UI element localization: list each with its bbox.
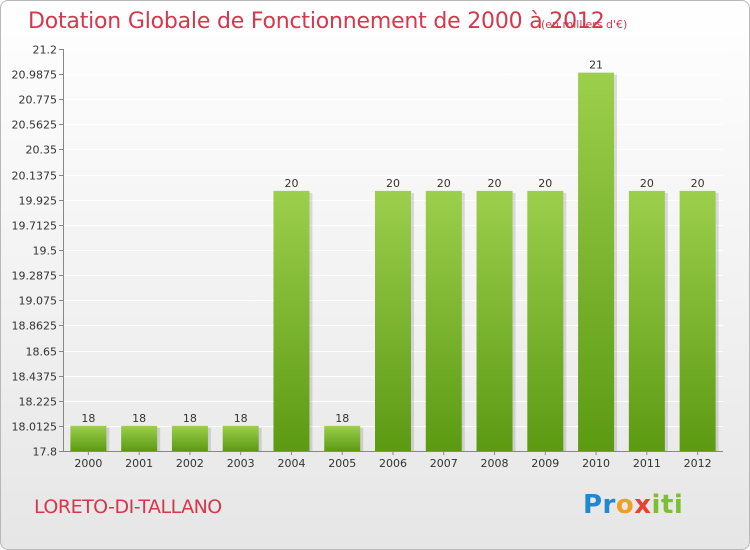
- x-tick-label: 2010: [582, 457, 610, 470]
- bar-2012: [679, 190, 716, 451]
- bar-2004: [273, 190, 310, 451]
- chart-title: Dotation Globale de Fonctionnement de 20…: [28, 9, 605, 34]
- y-tick-label: 19.925: [19, 195, 58, 208]
- bar-2001: [121, 425, 158, 451]
- x-tick-label: 2002: [176, 457, 204, 470]
- bar-value-label: 20: [386, 177, 400, 190]
- bar-2002: [171, 425, 208, 451]
- bar-value-label: 20: [691, 177, 705, 190]
- labels: 18 18 18 18 20 18 20 20 20 20 21 20 20: [81, 59, 704, 425]
- y-tick-label: 19.7125: [12, 220, 58, 233]
- x-tick-label: 2000: [74, 457, 102, 470]
- bar-value-label: 18: [132, 412, 146, 425]
- axes: 17.8 18.0125 18.225 18.4375 18.65 18.8625 19.0…: [12, 44, 723, 470]
- y-tick-label: 19.2875: [12, 270, 58, 283]
- bar-value-label: 18: [81, 412, 95, 425]
- bar-2003: [222, 425, 259, 451]
- x-tick-label: 2004: [277, 457, 305, 470]
- y-tick-label: 20.775: [19, 94, 58, 107]
- bar-2010: [578, 72, 615, 451]
- bar-2000: [70, 425, 107, 451]
- y-tick-label: 18.0125: [12, 421, 58, 434]
- bar-value-label: 18: [335, 412, 349, 425]
- y-tick-label: 20.9875: [12, 69, 58, 82]
- proxiti-logo: Proxiti: [583, 490, 684, 520]
- bars: [70, 72, 719, 451]
- x-tick-label: 2009: [531, 457, 559, 470]
- bar-2005: [324, 425, 361, 451]
- bar-value-label: 18: [183, 412, 197, 425]
- bar-value-label: 18: [234, 412, 248, 425]
- x-tick-label: 2012: [684, 457, 712, 470]
- y-tick-label: 20.35: [26, 144, 58, 157]
- y-tick-label: 20.5625: [12, 119, 58, 132]
- y-tick-label: 17.8: [33, 446, 58, 459]
- commune-name: LORETO-DI-TALLANO: [34, 496, 222, 518]
- bar-value-label: 20: [284, 177, 298, 190]
- x-tick-label: 2007: [430, 457, 458, 470]
- bar-value-label: 20: [538, 177, 552, 190]
- bar-value-label: 20: [488, 177, 502, 190]
- x-tick-label: 2003: [227, 457, 255, 470]
- x-tick-label: 2005: [328, 457, 356, 470]
- bar-2007: [425, 190, 462, 451]
- chart-subtitle: (en milliers d'€): [541, 18, 628, 31]
- bar-2008: [476, 190, 513, 451]
- y-tick-label: 18.8625: [12, 320, 58, 333]
- bar-2011: [628, 190, 665, 451]
- y-tick-label: 18.225: [19, 396, 58, 409]
- bar-value-label: 20: [640, 177, 654, 190]
- x-tick-label: 2008: [481, 457, 509, 470]
- bar-2009: [527, 190, 564, 451]
- x-tick-label: 2011: [633, 457, 661, 470]
- y-tick-label: 19.075: [19, 295, 58, 308]
- bar-value-label: 21: [589, 59, 603, 72]
- y-tick-label: 20.1375: [12, 170, 58, 183]
- y-tick-label: 18.65: [26, 346, 58, 359]
- bar-2006: [375, 190, 411, 451]
- x-tick-label: 2006: [379, 457, 407, 470]
- y-tick-label: 19.5: [33, 245, 58, 258]
- x-tick-label: 2001: [125, 457, 153, 470]
- y-tick-label: 18.4375: [12, 371, 58, 384]
- y-tick-label: 21.2: [33, 44, 58, 57]
- bar-value-label: 20: [437, 177, 451, 190]
